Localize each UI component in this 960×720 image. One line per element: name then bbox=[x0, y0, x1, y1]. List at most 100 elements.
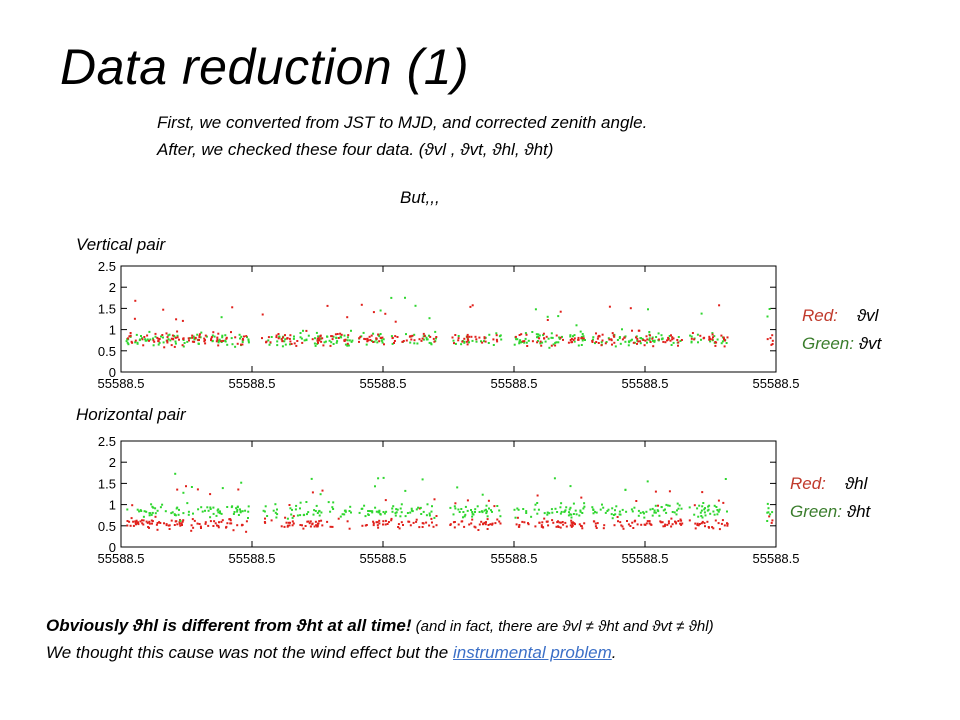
data-point bbox=[423, 335, 426, 338]
data-point bbox=[542, 332, 545, 335]
data-point bbox=[420, 339, 423, 342]
data-point bbox=[320, 519, 323, 522]
data-point bbox=[621, 508, 624, 511]
data-point bbox=[368, 335, 371, 338]
data-point bbox=[172, 338, 175, 341]
data-point bbox=[247, 510, 250, 513]
data-point bbox=[703, 508, 706, 511]
data-point bbox=[618, 337, 621, 340]
data-point bbox=[525, 333, 528, 336]
data-point bbox=[359, 335, 362, 338]
data-point bbox=[217, 524, 220, 527]
data-point bbox=[316, 512, 319, 514]
data-point bbox=[495, 334, 498, 337]
data-point bbox=[309, 520, 312, 523]
data-point bbox=[645, 335, 648, 338]
data-point bbox=[276, 513, 279, 516]
data-point bbox=[524, 337, 527, 340]
data-point bbox=[495, 338, 498, 341]
data-point bbox=[399, 515, 402, 518]
data-point bbox=[556, 511, 559, 513]
data-point bbox=[630, 508, 633, 511]
data-point bbox=[288, 504, 291, 506]
data-point bbox=[384, 312, 387, 315]
data-point bbox=[714, 344, 717, 347]
data-point bbox=[646, 338, 649, 341]
data-point bbox=[319, 337, 322, 340]
data-point bbox=[498, 520, 501, 523]
data-point bbox=[595, 511, 598, 514]
data-point bbox=[555, 525, 558, 528]
data-point bbox=[664, 341, 667, 344]
data-point bbox=[486, 510, 488, 513]
data-point bbox=[462, 511, 465, 513]
data-point bbox=[694, 522, 697, 525]
data-point bbox=[426, 503, 429, 506]
data-point bbox=[316, 525, 319, 528]
data-point bbox=[416, 342, 419, 345]
data-point bbox=[189, 337, 192, 340]
data-point bbox=[170, 337, 173, 340]
data-point bbox=[176, 523, 179, 526]
data-point bbox=[520, 333, 523, 336]
data-point bbox=[696, 522, 699, 525]
data-point bbox=[421, 337, 424, 340]
data-point bbox=[174, 472, 177, 475]
data-point bbox=[150, 519, 153, 522]
data-point bbox=[154, 515, 157, 518]
data-point bbox=[198, 335, 201, 337]
data-point bbox=[472, 513, 475, 516]
data-point bbox=[652, 339, 654, 342]
data-point bbox=[662, 509, 665, 512]
data-point bbox=[639, 340, 642, 343]
data-point bbox=[703, 522, 706, 525]
data-point bbox=[704, 507, 706, 510]
data-point bbox=[383, 343, 385, 346]
data-point bbox=[428, 334, 430, 337]
data-point bbox=[326, 520, 329, 523]
data-point bbox=[378, 522, 381, 525]
data-point bbox=[197, 508, 200, 511]
data-point bbox=[471, 515, 474, 518]
data-point bbox=[197, 342, 200, 345]
data-point bbox=[128, 335, 131, 338]
data-point bbox=[201, 510, 204, 513]
data-point bbox=[179, 524, 182, 527]
data-point bbox=[127, 343, 130, 346]
data-point bbox=[646, 520, 649, 523]
data-point bbox=[657, 510, 660, 513]
data-point bbox=[714, 519, 717, 522]
data-point bbox=[302, 329, 304, 332]
data-point bbox=[220, 340, 223, 343]
data-point bbox=[177, 513, 180, 516]
data-point bbox=[301, 341, 304, 344]
data-point bbox=[543, 337, 546, 340]
data-point bbox=[653, 511, 656, 514]
data-point bbox=[418, 526, 421, 529]
data-point bbox=[407, 520, 410, 523]
data-point bbox=[370, 340, 373, 342]
data-point bbox=[674, 520, 676, 523]
data-point bbox=[551, 511, 554, 514]
data-point bbox=[679, 340, 682, 342]
data-point bbox=[370, 334, 373, 337]
data-point bbox=[343, 339, 346, 342]
data-point bbox=[654, 490, 657, 493]
data-point bbox=[601, 333, 604, 336]
data-point bbox=[176, 330, 179, 333]
data-point bbox=[229, 519, 232, 522]
data-point bbox=[296, 514, 299, 517]
data-point bbox=[174, 340, 177, 343]
data-point bbox=[239, 508, 241, 511]
data-point bbox=[539, 342, 542, 345]
data-point bbox=[460, 520, 463, 523]
data-point bbox=[670, 344, 673, 346]
data-point bbox=[602, 527, 605, 530]
data-point bbox=[570, 525, 573, 528]
instrumental-problem-link[interactable]: instrumental problem bbox=[453, 643, 612, 662]
data-point bbox=[316, 339, 319, 342]
data-point bbox=[374, 506, 377, 509]
data-point bbox=[425, 521, 428, 524]
